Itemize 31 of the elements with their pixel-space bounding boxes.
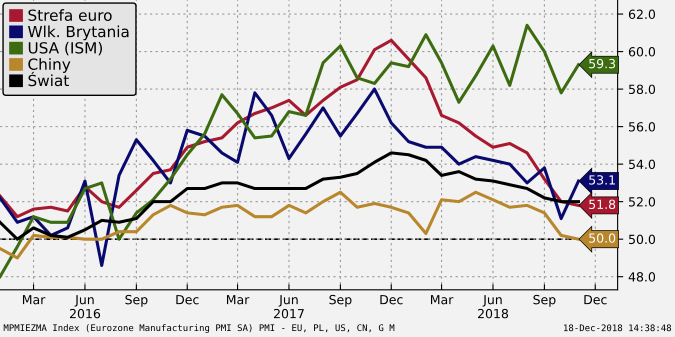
legend-label: Chiny	[28, 58, 70, 73]
x-tick-label: Dec	[176, 295, 199, 304]
y-tick-label: 50.0	[629, 234, 656, 244]
legend-label: Świat	[28, 72, 69, 86]
y-tick-label: 54.0	[629, 160, 656, 170]
data-label: 53.1	[589, 175, 615, 185]
x-tick-label: Sep	[329, 294, 352, 307]
data-label: 59.3	[589, 58, 616, 68]
legend-label: Wlk. Brytania	[28, 25, 128, 40]
x-tick-label: Jun 2018	[478, 295, 508, 318]
x-tick-label: Dec	[584, 295, 607, 304]
legend-label: Strefa euro	[28, 9, 112, 21]
y-tick-label: 52.0	[629, 197, 656, 207]
data-label: 51.8	[589, 200, 616, 210]
x-tick-label: Mar	[22, 295, 46, 304]
x-tick-label: Sep	[533, 294, 556, 307]
text: MPMIEZMA Index (Eurozone Manufacturing PMI SA) PMI - EU, PL, US, CN, G M	[4, 324, 394, 333]
x-tick-label: Mar	[430, 295, 454, 304]
y-tick-label: 58.0	[629, 84, 656, 94]
y-tick-label: 56.0	[629, 122, 656, 132]
x-tick-label: Jun 2016	[70, 295, 100, 318]
y-tick-label: 60.0	[628, 47, 656, 57]
x-tick-label: Dec	[380, 295, 403, 304]
text: 18-Dec-2018 14:38:48	[564, 324, 672, 332]
legend-label: USA (ISM)	[28, 42, 102, 56]
y-tick-label: 62.0	[628, 10, 656, 19]
y-tick-label: 48.0	[628, 272, 656, 282]
data-label: 50.0	[589, 233, 616, 243]
x-tick-label: Mar	[226, 295, 250, 304]
x-tick-label: Jun 2017	[274, 295, 304, 318]
x-tick-label: Sep	[125, 294, 148, 307]
